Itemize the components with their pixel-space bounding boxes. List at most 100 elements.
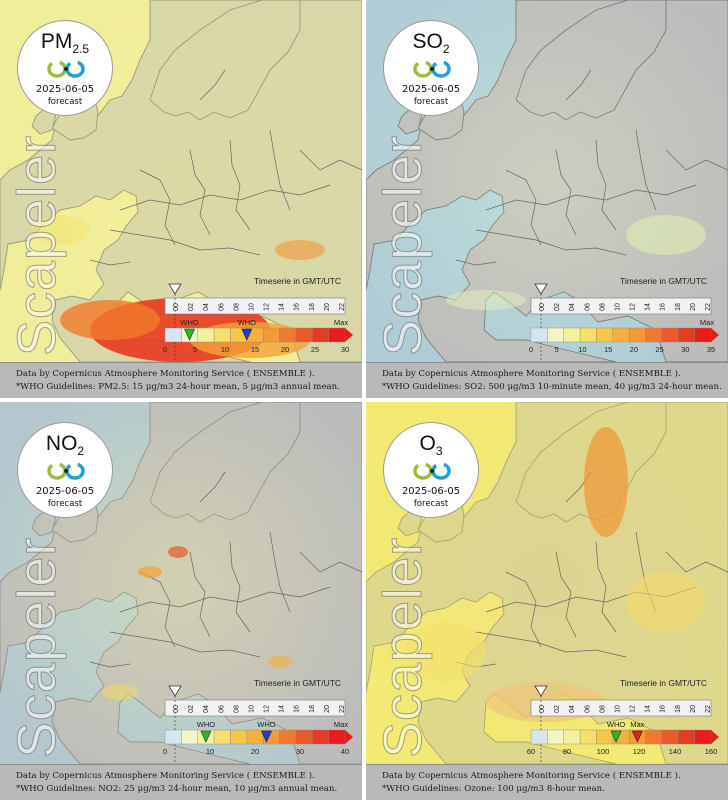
legend-tick-label: 100 [597,747,610,756]
legend-color-cell [530,729,548,745]
forecast-date: 2025-06-05 [401,486,461,497]
time-tick-label: 06 [584,705,591,713]
legend-color-cell [530,327,548,343]
legend-color-cell [279,327,297,343]
legend-tick-label: 5 [193,345,197,354]
forecast-label: forecast [413,499,449,509]
caption: Data by Copernicus Atmosphere Monitoring… [0,362,362,398]
timeserie-label: Timeserie in GMT/UTC [254,276,342,286]
legend-color-cell [596,729,614,745]
time-tick-label: 14 [645,303,652,311]
pollutant-name: NO2 [45,432,85,459]
legend-tick-label: 20 [630,345,638,354]
caption-who: *WHO Guidelines: NO2: 25 μg/m3 24-hour m… [16,784,338,794]
legend-color-cell [328,327,346,343]
time-tick-label: 04 [569,705,576,713]
time-tick-label: 12 [630,705,637,713]
time-tick-label: 10 [248,705,255,713]
time-tick-label: 04 [569,303,576,311]
legend-tick-label: 140 [669,747,682,756]
time-tick-label: 20 [690,303,697,311]
time-tick-label: 02 [188,303,195,311]
so2-panel: Scapeler SO2 2025-06-05 forecast Timeser… [366,0,728,398]
caption: Data by Copernicus Atmosphere Monitoring… [366,362,728,398]
legend-color-cell [295,327,313,343]
legend-tick-label: 0 [163,747,167,756]
time-tick-label: 22 [705,303,712,311]
legend-max-label: Max [334,318,348,327]
time-tick-label: 18 [309,705,316,713]
legend-color-cell [213,327,231,343]
legend-tick-label: 30 [341,345,349,354]
caption-who: *WHO Guidelines: SO2: 500 μg/m3 10-minut… [382,382,722,392]
current-time-icon [168,283,182,295]
forecast-date: 2025-06-05 [401,84,461,95]
timeserie-label: Timeserie in GMT/UTC [620,276,708,286]
time-tick-label: 00 [539,705,546,713]
caption-source: Data by Copernicus Atmosphere Monitoring… [382,369,681,379]
legend-tick-label: 10 [206,747,214,756]
caption-source: Data by Copernicus Atmosphere Monitoring… [16,771,315,781]
legend-color-cell [246,729,264,745]
forecast-label: forecast [47,499,83,509]
time-tick-label: 12 [630,303,637,311]
caption: Data by Copernicus Atmosphere Monitoring… [0,764,362,800]
forecast-date: 2025-06-05 [35,486,95,497]
time-tick-label: 00 [173,303,180,311]
legend-color-cell [547,327,564,343]
legend-color-cell [645,729,663,745]
legend-tick-label: 60 [527,747,535,756]
legend-tick-label: 20 [251,747,259,756]
who-label: WHO [197,720,215,729]
legend-color-cell [694,729,712,745]
legend-tick-label: 25 [311,345,319,354]
current-time-icon [168,685,182,697]
legend-color-cell [547,729,564,745]
caption-who: *WHO Guidelines: PM2.5: 15 μg/m3 24-hour… [16,382,340,392]
no2-panel: Scapeler NO2 2025-06-05 forecast Timeser… [0,402,362,800]
who-label: WHO [257,720,275,729]
legend-tick-label: 35 [707,345,715,354]
legend-color-cell [628,327,646,343]
legend-tick-label: 30 [681,345,689,354]
time-tick-label: 08 [233,705,240,713]
pollutant-badge: O3 2025-06-05 forecast [383,422,479,518]
legend-max-label: Max [700,318,714,327]
legend-color-cell [164,729,182,745]
legend-tick-label: 15 [604,345,612,354]
current-time-icon [534,685,548,697]
who-arrow-icon [260,730,272,743]
legend-color-cell [164,327,182,343]
legend-max-arrow-icon [711,328,719,342]
time-tick-label: 00 [173,705,180,713]
legend-color-cell [661,729,679,745]
legend-color-cell [312,729,329,745]
time-tick-label: 22 [705,705,712,713]
forecast-label: forecast [47,97,83,107]
caption-source: Data by Copernicus Atmosphere Monitoring… [16,369,315,379]
legend-tick-label: 160 [705,747,718,756]
legend-color-cell [579,327,597,343]
pollutant-badge: SO2 2025-06-05 forecast [383,20,479,116]
legend-tick-label: 80 [563,747,571,756]
time-tick-label: 14 [279,705,286,713]
pm25-panel: Scapeler PM2.5 2025-06-05 forecast Times… [0,0,362,398]
legend-color-cell [312,327,329,343]
time-tick-label: 14 [645,705,652,713]
who-arrow-icon [241,328,253,341]
caption-source: Data by Copernicus Atmosphere Monitoring… [382,771,681,781]
time-tick-label: 20 [324,705,331,713]
legend-color-cell [213,729,231,745]
time-tick-label: 08 [599,705,606,713]
who-arrow-icon [610,730,622,743]
copernicus-logo-icon [47,60,85,78]
who-arrow-icon [631,730,643,743]
time-tick-label: 02 [554,705,561,713]
legend-color-cell [563,327,581,343]
legend-color-cell [230,729,248,745]
caption: Data by Copernicus Atmosphere Monitoring… [366,764,728,800]
o3-legend: 00 02 04 06 08 10 12 14 16 18 20 22 Max WHO 60 80 100 120… [527,685,719,762]
legend-tick-label: 25 [655,345,663,354]
time-strip [164,699,346,717]
time-tick-label: 20 [690,705,697,713]
